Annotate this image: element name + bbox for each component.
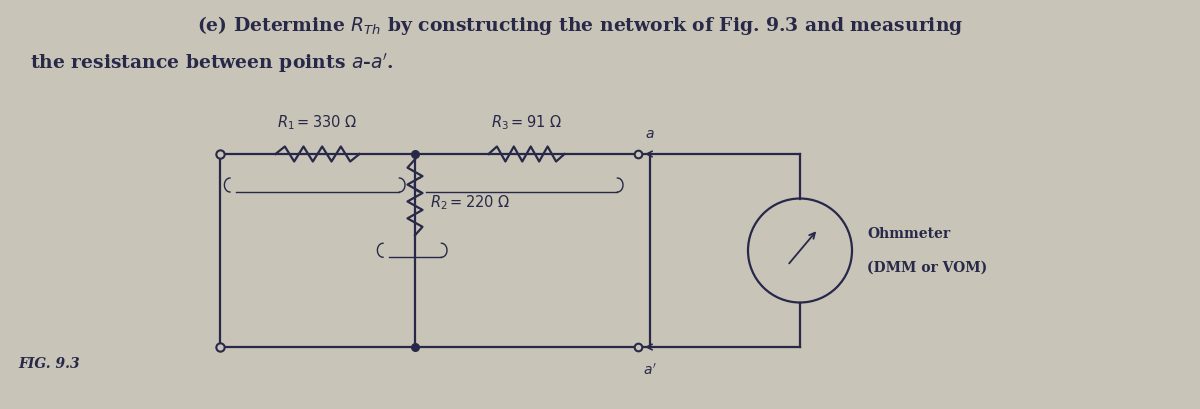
- Text: the resistance between points $a$-$a'$.: the resistance between points $a$-$a'$.: [30, 51, 394, 75]
- Text: Ohmmeter: Ohmmeter: [866, 227, 950, 240]
- Text: (e) Determine $R_{Th}$ by constructing the network of Fig. 9.3 and measuring: (e) Determine $R_{Th}$ by constructing t…: [197, 14, 964, 37]
- Text: FIG. 9.3: FIG. 9.3: [18, 357, 79, 371]
- Text: $a$: $a$: [646, 127, 655, 141]
- Text: $R_1 = 330\ \Omega$: $R_1 = 330\ \Omega$: [277, 113, 358, 132]
- Text: $R_2 = 220\ \Omega$: $R_2 = 220\ \Omega$: [430, 193, 510, 211]
- Text: (DMM or VOM): (DMM or VOM): [866, 261, 988, 274]
- Text: $R_3 = 91\ \Omega$: $R_3 = 91\ \Omega$: [491, 113, 562, 132]
- Text: $a'$: $a'$: [643, 363, 656, 378]
